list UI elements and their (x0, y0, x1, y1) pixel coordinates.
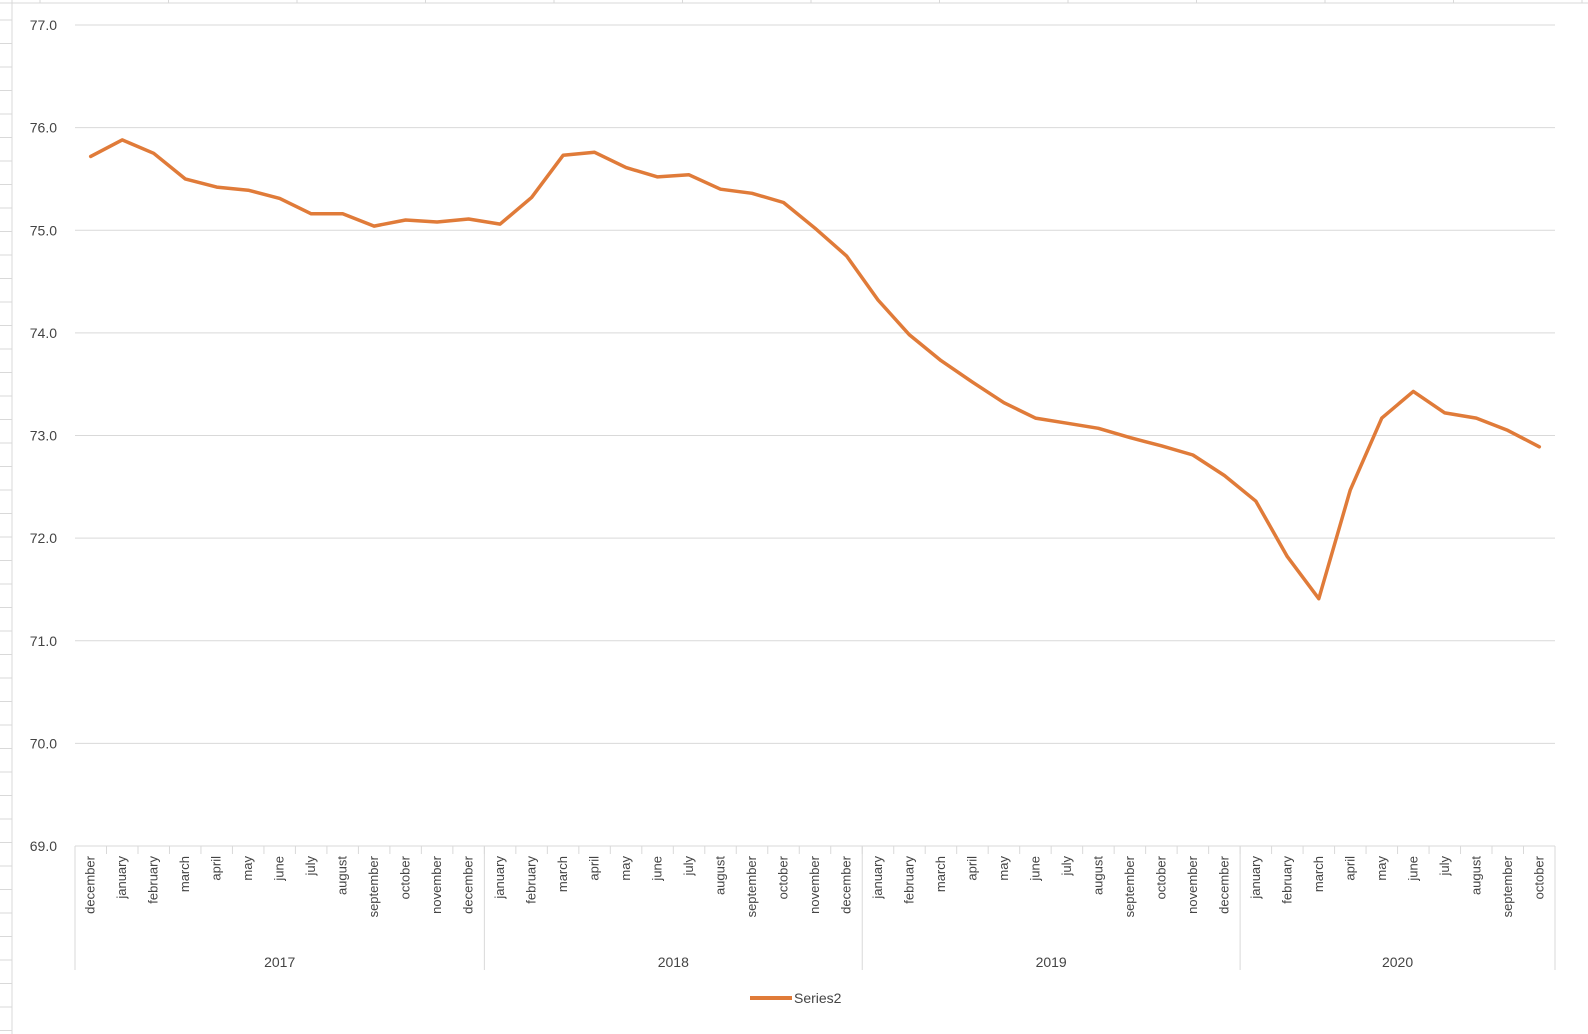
x-category-label: may (240, 856, 255, 881)
x-category-label: march (933, 856, 948, 892)
x-category-label: june (1405, 856, 1420, 882)
y-tick-label: 77.0 (30, 17, 57, 33)
x-category-label: june (1027, 856, 1042, 882)
x-group-label: 2018 (658, 954, 689, 970)
x-category-label: september (1500, 855, 1515, 917)
x-category-label: december (1216, 855, 1231, 913)
x-category-label: february (524, 856, 539, 904)
legend: Series2 (750, 990, 842, 1006)
x-category-label: february (901, 856, 916, 904)
x-category-label: june (272, 856, 287, 882)
x-group-label: 2020 (1382, 954, 1413, 970)
sheet-column-ruler (0, 0, 1588, 4)
legend-label-series2: Series2 (794, 990, 842, 1006)
x-category-label: august (713, 856, 728, 895)
x-category-label: november (429, 855, 444, 913)
x-category-label: april (1342, 856, 1357, 881)
x-category-label: july (681, 856, 696, 877)
x-category-label: september (366, 855, 381, 917)
x-category-label: july (303, 856, 318, 877)
x-category-label: may (996, 856, 1011, 881)
x-category-label: december (461, 855, 476, 913)
x-category-label: march (555, 856, 570, 892)
x-category-label: february (1279, 856, 1294, 904)
x-category-label: august (1090, 856, 1105, 895)
x-category-label: october (398, 855, 413, 899)
sheet-row-ruler (0, 0, 13, 1034)
x-category-label: april (964, 856, 979, 881)
y-tick-label: 70.0 (30, 735, 57, 751)
y-tick-label: 71.0 (30, 633, 57, 649)
y-tick-label: 75.0 (30, 222, 57, 238)
x-category-label: october (1153, 855, 1168, 899)
x-group-label: 2019 (1036, 954, 1067, 970)
x-category-label: january (1248, 856, 1263, 900)
y-tick-label: 74.0 (30, 325, 57, 341)
y-tick-label: 72.0 (30, 530, 57, 546)
x-category-label: november (807, 855, 822, 913)
x-category-label: april (587, 856, 602, 881)
x-category-label: may (618, 856, 633, 881)
x-category-label: november (1185, 855, 1200, 913)
x-category-label: january (870, 856, 885, 900)
x-category-label: june (650, 856, 665, 882)
x-category-label: july (1437, 856, 1452, 877)
y-tick-label: 69.0 (30, 838, 57, 854)
x-category-label: october (776, 855, 791, 899)
x-category-label: december (83, 855, 98, 913)
x-category-label: may (1374, 856, 1389, 881)
y-axis-tick-labels: 69.0 70.0 71.0 72.0 73.0 74.0 75.0 76.0 77.0 (30, 17, 57, 854)
x-group-label: 2017 (264, 954, 295, 970)
x-category-label: december (838, 855, 853, 913)
y-tick-label: 73.0 (30, 428, 57, 444)
x-axis: december january february march april may june… (74, 845, 1556, 970)
series-line-series2 (88, 138, 1542, 601)
x-category-label: march (177, 856, 192, 892)
x-category-label: january (114, 856, 129, 900)
gridlines (75, 24, 1555, 847)
x-category-label: january (492, 856, 507, 900)
x-category-label: august (335, 856, 350, 895)
x-category-label: february (146, 856, 161, 904)
x-category-label: august (1468, 856, 1483, 895)
y-tick-label: 76.0 (30, 120, 57, 136)
x-category-label: july (1059, 856, 1074, 877)
x-category-label: april (209, 856, 224, 881)
x-category-label: march (1311, 856, 1326, 892)
x-category-label: september (744, 855, 759, 917)
x-category-label: september (1122, 855, 1137, 917)
x-category-label: october (1531, 855, 1546, 899)
series-lines (88, 138, 1542, 601)
